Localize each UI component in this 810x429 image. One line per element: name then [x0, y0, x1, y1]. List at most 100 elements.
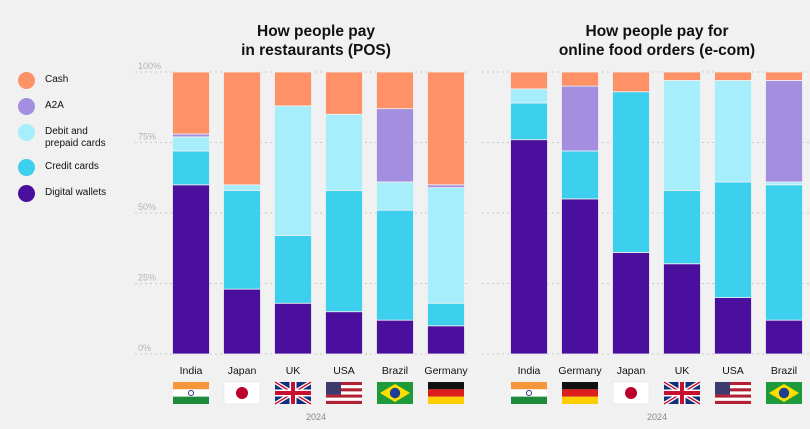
flag-germany-icon — [562, 382, 598, 404]
bar-segment-brazil-a2a — [765, 80, 803, 183]
x-tick-label: India — [518, 365, 541, 377]
bar-segment-usa-cash — [714, 71, 752, 81]
bar-segment-india-cash — [172, 71, 210, 135]
bar-segment-uk-digital-wallets — [663, 263, 701, 355]
bar-segment-india-digital-wallets — [172, 184, 210, 355]
legend-swatch-credit — [18, 159, 35, 176]
bar-segment-brazil-debit-and-prepaid-cards — [376, 181, 414, 211]
bar-segment-india-debit-and-prepaid-cards — [172, 136, 210, 152]
bar-segment-usa-digital-wallets — [325, 311, 363, 355]
bar-segment-india-cash — [510, 71, 548, 90]
x-tick-label: Germany — [558, 365, 602, 377]
bar-segment-japan-cash — [612, 71, 650, 93]
bar-segment-india-digital-wallets — [510, 139, 548, 355]
bar-segment-brazil-cash — [376, 71, 414, 110]
flag-germany-icon — [428, 382, 464, 404]
flag-japan-icon — [612, 381, 650, 405]
bar-segment-brazil-a2a — [376, 108, 414, 183]
flag-uk-icon — [662, 380, 702, 406]
flag-japan-icon — [223, 381, 261, 405]
y-tick-label: 100% — [138, 61, 161, 71]
bar-segment-germany-digital-wallets — [561, 198, 599, 355]
y-tick-label: 0% — [138, 343, 151, 353]
bar-segment-germany-debit-and-prepaid-cards — [427, 187, 465, 304]
bar-segment-india-debit-and-prepaid-cards — [510, 88, 548, 104]
legend-item-a2a: A2A — [18, 98, 128, 115]
x-tick-label: USA — [722, 365, 744, 377]
chart-title: How people pay in restaurants (POS) — [241, 23, 391, 59]
bar-segment-uk-debit-and-prepaid-cards — [274, 105, 312, 236]
bar-segment-japan-cash — [223, 71, 261, 186]
legend-swatch-debit — [18, 124, 35, 141]
chart-title: How people pay for online food orders (e-… — [559, 23, 755, 59]
bar-segment-usa-credit-cards — [714, 181, 752, 298]
bar-segment-japan-credit-cards — [612, 91, 650, 253]
bar-segment-india-a2a — [172, 133, 210, 138]
bar-segment-uk-credit-cards — [663, 190, 701, 265]
bar-segment-brazil-cash — [765, 71, 803, 81]
legend: Cash A2A Debit and prepaid cards Credit … — [18, 72, 128, 211]
x-tick-label: Japan — [617, 365, 646, 377]
legend-item-credit: Credit cards — [18, 159, 128, 176]
legend-item-cash: Cash — [18, 72, 128, 89]
bar-segment-germany-digital-wallets — [427, 325, 465, 355]
flag-brazil-icon — [377, 382, 413, 404]
legend-label: Debit and prepaid cards — [45, 126, 106, 149]
y-tick-label: 25% — [138, 273, 156, 283]
legend-swatch-a2a — [18, 98, 35, 115]
year-label: 2024 — [306, 412, 326, 422]
x-tick-label: Japan — [228, 365, 257, 377]
bar-segment-brazil-credit-cards — [376, 209, 414, 321]
flag-india-icon — [173, 382, 209, 404]
y-tick-label: 50% — [138, 202, 156, 212]
legend-label: Credit cards — [45, 161, 99, 172]
flag-brazil-icon — [766, 382, 802, 404]
legend-item-wallets: Digital wallets — [18, 185, 128, 202]
bar-segment-usa-debit-and-prepaid-cards — [325, 113, 363, 191]
flag-usa-icon — [326, 382, 362, 404]
bar-segment-germany-cash — [561, 71, 599, 87]
legend-label: Digital wallets — [45, 187, 107, 198]
legend-item-debit: Debit and prepaid cards — [18, 124, 128, 150]
bar-segment-india-credit-cards — [510, 102, 548, 141]
bar-segment-brazil-digital-wallets — [376, 319, 414, 355]
x-tick-label: UK — [675, 365, 690, 377]
x-tick-label: UK — [286, 365, 301, 377]
bar-segment-uk-cash — [663, 71, 701, 81]
legend-swatch-cash — [18, 72, 35, 89]
bar-segment-brazil-debit-and-prepaid-cards — [765, 181, 803, 186]
bar-segment-germany-a2a — [427, 184, 465, 189]
bar-segment-japan-credit-cards — [223, 190, 261, 290]
bar-segment-germany-credit-cards — [427, 302, 465, 327]
bar-segment-germany-a2a — [561, 85, 599, 152]
bar-segment-usa-digital-wallets — [714, 297, 752, 355]
x-tick-label: Germany — [424, 365, 468, 377]
flag-usa-icon — [715, 382, 751, 404]
bar-segment-uk-digital-wallets — [274, 302, 312, 355]
bar-segment-uk-debit-and-prepaid-cards — [663, 80, 701, 191]
legend-label: Cash — [45, 74, 69, 85]
bar-segment-japan-debit-and-prepaid-cards — [223, 184, 261, 191]
x-tick-label: USA — [333, 365, 355, 377]
bar-segment-usa-credit-cards — [325, 190, 363, 313]
bar-segment-brazil-credit-cards — [765, 184, 803, 321]
bar-segment-japan-digital-wallets — [223, 288, 261, 355]
flag-uk-icon — [273, 380, 313, 406]
y-tick-label: 75% — [138, 132, 156, 142]
legend-swatch-wallets — [18, 185, 35, 202]
year-label: 2024 — [647, 412, 667, 422]
x-tick-label: India — [180, 365, 203, 377]
bar-segment-usa-cash — [325, 71, 363, 115]
bar-segment-brazil-digital-wallets — [765, 319, 803, 355]
bar-segment-germany-cash — [427, 71, 465, 186]
bar-segment-germany-credit-cards — [561, 150, 599, 200]
bar-segment-japan-digital-wallets — [612, 252, 650, 355]
bar-segment-usa-debit-and-prepaid-cards — [714, 80, 752, 183]
x-tick-label: Brazil — [382, 365, 408, 377]
bar-segment-uk-cash — [274, 71, 312, 107]
bar-segment-uk-credit-cards — [274, 235, 312, 304]
legend-label: A2A — [45, 100, 64, 111]
bar-segment-india-credit-cards — [172, 150, 210, 186]
x-tick-label: Brazil — [771, 365, 797, 377]
